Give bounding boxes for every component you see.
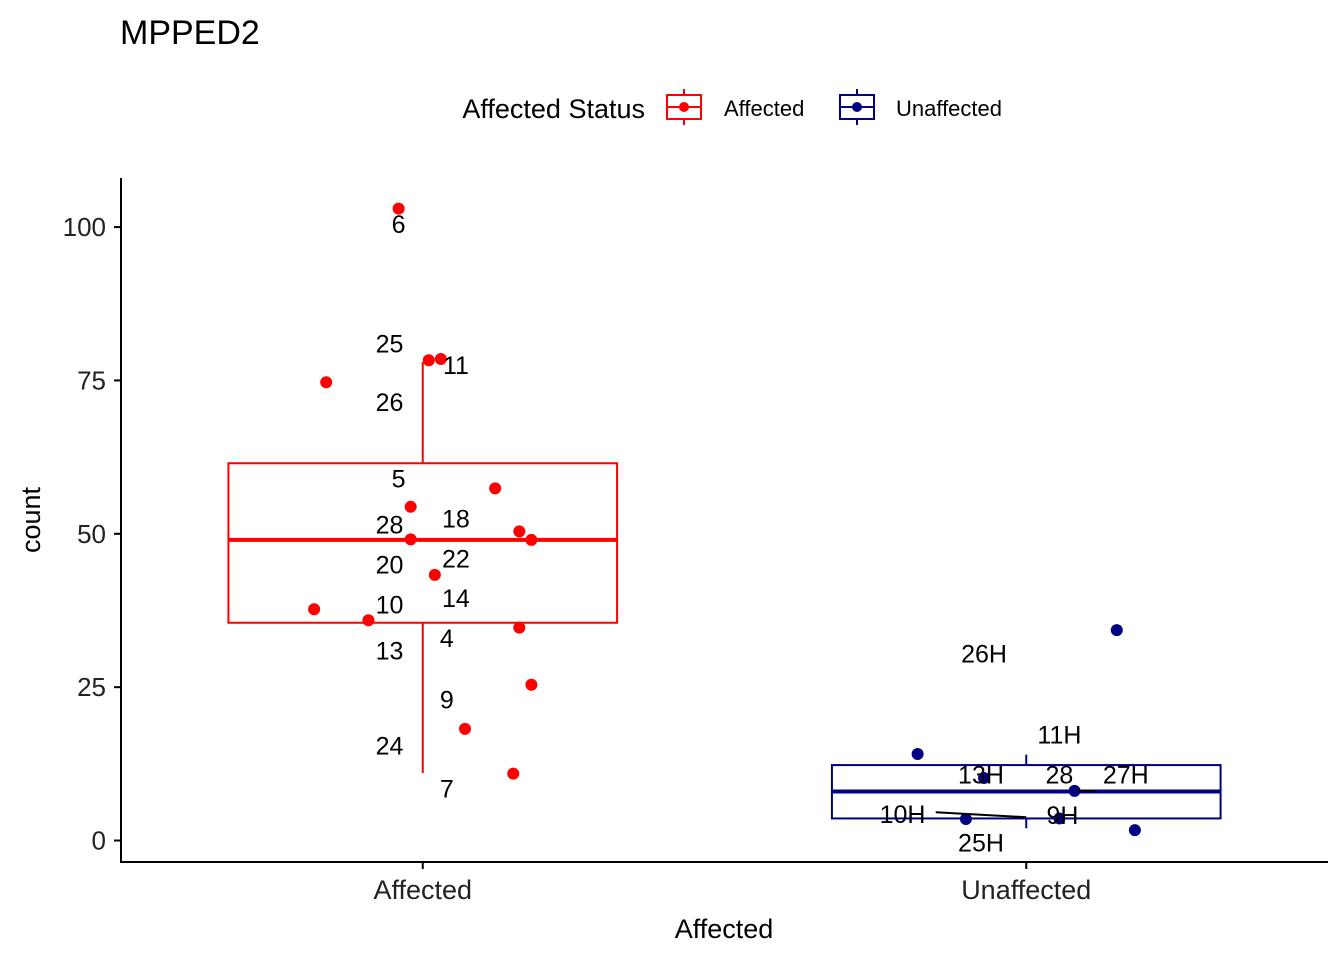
- point-label: 24: [376, 732, 404, 760]
- point-label: 26H: [961, 640, 1007, 668]
- point-label: 26: [376, 389, 404, 417]
- data-point: [1128, 824, 1141, 837]
- data-point: [1053, 812, 1066, 825]
- point-label: 28: [1046, 761, 1074, 789]
- point-label: 13H: [958, 761, 1004, 789]
- legend-key-affected: [666, 89, 702, 125]
- data-point: [308, 603, 321, 616]
- data-point: [404, 533, 417, 546]
- point-label: 22: [442, 545, 470, 573]
- box-unaffected: [830, 754, 1222, 829]
- point-label: 28: [376, 512, 404, 540]
- data-point: [978, 771, 991, 784]
- data-point: [525, 678, 538, 691]
- legend-key-unaffected: [839, 89, 875, 125]
- legend-title: Affected Status: [462, 94, 645, 124]
- legend-label-affected: Affected: [724, 96, 804, 121]
- data-point: [434, 352, 447, 365]
- y-tick-label: 25: [77, 672, 106, 702]
- data-point: [458, 722, 471, 735]
- data-point: [911, 748, 924, 761]
- data-point: [513, 621, 526, 634]
- point-label: 25: [376, 331, 404, 359]
- data-point: [320, 376, 333, 389]
- point-label: 20: [376, 551, 404, 579]
- data-point: [525, 533, 538, 546]
- point-label: 9: [440, 686, 454, 714]
- box-iqr: [227, 462, 619, 624]
- plot-area: 6 25 11 26 5 18 28 22 20 14 10 4 13 9 24 7 26H 11H 13H 28 27…: [227, 202, 1222, 857]
- point-label: 11: [443, 352, 469, 380]
- y-tick-label: 100: [63, 212, 106, 242]
- point-label: 11H: [1037, 721, 1081, 749]
- point-label: 6: [392, 211, 406, 239]
- data-point: [959, 813, 972, 826]
- point-label: 9H: [1046, 802, 1078, 830]
- y-axis-label: count: [16, 486, 46, 553]
- point-label: 7: [440, 775, 454, 803]
- y-tick-label: 50: [77, 519, 106, 549]
- x-tick-label: Unaffected: [961, 875, 1091, 905]
- data-point: [489, 482, 502, 495]
- point-label: 5: [392, 466, 406, 494]
- point-label: 10: [376, 591, 404, 619]
- data-point: [422, 354, 435, 367]
- data-point: [1068, 784, 1081, 797]
- data-point: [513, 525, 526, 538]
- y-tick-label: 75: [77, 365, 106, 395]
- legend: Affected Status Affected Unaffected: [462, 89, 1002, 125]
- legend-label-unaffected: Unaffected: [896, 96, 1002, 121]
- chart-title: MPPED2: [120, 14, 260, 52]
- point-label: 25H: [958, 829, 1004, 857]
- data-point: [428, 568, 441, 581]
- label-leader: [935, 811, 1027, 819]
- y-tick-label: 0: [92, 826, 106, 856]
- point-label: 4: [440, 625, 454, 653]
- point-label: 27H: [1103, 761, 1149, 789]
- point-label: 13: [376, 637, 404, 665]
- box-affected: [227, 362, 619, 774]
- point-label: 10H: [880, 801, 926, 829]
- x-tick-label: Affected: [373, 875, 472, 905]
- data-point: [507, 767, 520, 780]
- point-label: 18: [442, 505, 470, 533]
- data-point: [404, 500, 417, 513]
- data-point: [1110, 624, 1123, 637]
- data-point: [362, 614, 375, 627]
- point-label: 14: [442, 585, 470, 613]
- x-axis-label: Affected: [675, 914, 774, 944]
- data-point: [392, 202, 405, 215]
